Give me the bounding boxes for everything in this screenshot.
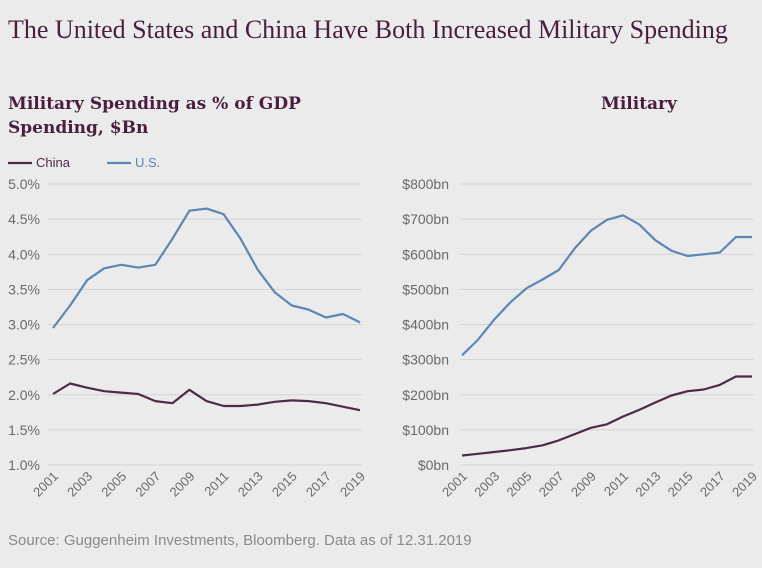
- right-chart-title-part2: Spending, $Bn: [8, 118, 149, 138]
- x-tick-label: 2001: [439, 469, 470, 500]
- x-tick-label: 2019: [337, 469, 368, 500]
- x-tick-label: 2001: [30, 469, 61, 500]
- y-tick-label: $0bn: [418, 457, 449, 473]
- series-line-china: [461, 375, 752, 457]
- y-tick-label: $500bn: [402, 281, 449, 297]
- x-tick-label: 2017: [697, 469, 728, 500]
- y-tick-label: 1.5%: [8, 422, 40, 438]
- y-tick-label: 3.5%: [8, 281, 40, 297]
- series-line-us: [461, 214, 752, 357]
- x-tick-label: 2005: [98, 469, 129, 500]
- series-line-us: [52, 207, 361, 329]
- x-tick-label: 2011: [601, 469, 631, 499]
- y-tick-label: 1.0%: [8, 457, 40, 473]
- left-chart-title: Military Spending as % of GDP: [8, 94, 301, 114]
- y-tick-label: 4.0%: [8, 246, 40, 262]
- x-tick-label: 2003: [64, 469, 95, 500]
- source-note: Source: Guggenheim Investments, Bloomber…: [8, 532, 472, 549]
- x-tick-label: 2009: [167, 469, 198, 500]
- legend-label: China: [36, 155, 71, 170]
- x-tick-label: 2013: [632, 469, 663, 500]
- y-tick-label: 2.5%: [8, 352, 40, 368]
- x-tick-label: 2011: [201, 469, 231, 499]
- x-tick-label: 2003: [471, 469, 502, 500]
- y-tick-label: $800bn: [402, 176, 449, 192]
- x-tick-label: 2017: [303, 469, 334, 500]
- x-tick-label: 2007: [536, 469, 567, 500]
- y-tick-label: 3.0%: [8, 317, 40, 333]
- y-tick-label: 4.5%: [8, 211, 40, 227]
- right-chart-title-part1: Military: [601, 94, 677, 114]
- page-title: The United States and China Have Both In…: [8, 15, 728, 44]
- y-tick-label: 2.0%: [8, 387, 40, 403]
- x-tick-label: 2007: [132, 469, 163, 500]
- y-tick-label: $700bn: [402, 211, 449, 227]
- y-tick-label: $400bn: [402, 317, 449, 333]
- x-tick-label: 2009: [568, 469, 599, 500]
- y-tick-label: $100bn: [402, 422, 449, 438]
- y-tick-label: 5.0%: [8, 176, 40, 192]
- x-tick-label: 2019: [729, 469, 760, 500]
- x-tick-label: 2005: [504, 469, 535, 500]
- y-tick-label: $600bn: [402, 246, 449, 262]
- y-tick-label: $200bn: [402, 387, 449, 403]
- x-tick-label: 2015: [665, 469, 696, 500]
- x-tick-label: 2013: [235, 469, 266, 500]
- y-tick-label: $300bn: [402, 352, 449, 368]
- x-tick-label: 2015: [269, 469, 300, 500]
- legend-label: U.S.: [135, 155, 160, 170]
- series-line-china: [52, 382, 361, 412]
